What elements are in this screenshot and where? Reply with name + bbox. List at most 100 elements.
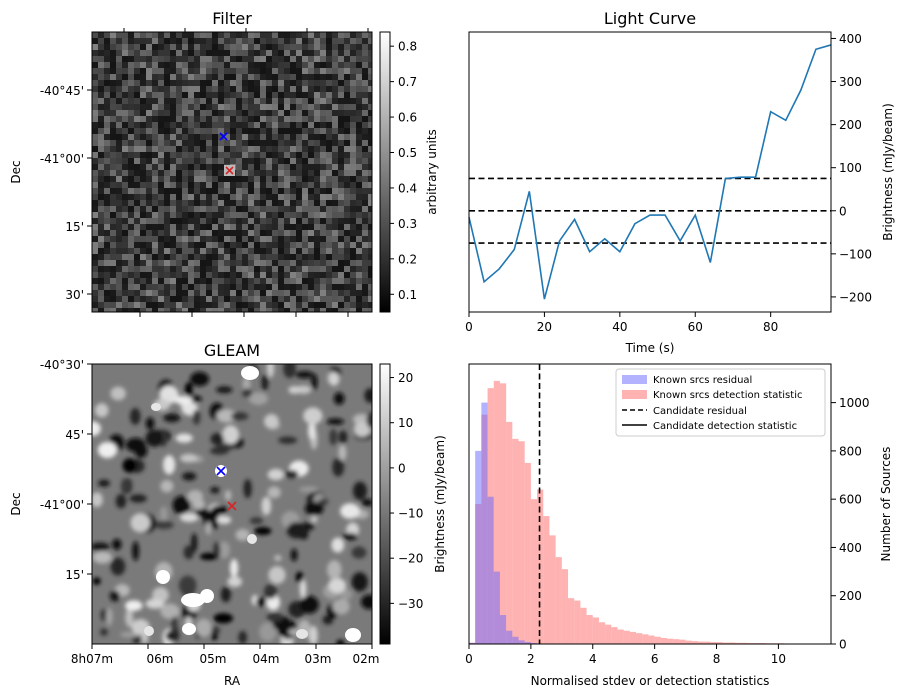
- filter-pixel: [242, 278, 248, 284]
- filter-pixel: [104, 158, 110, 164]
- filter-pixel: [248, 92, 254, 98]
- filter-pixel: [350, 56, 356, 62]
- filter-pixel: [338, 254, 344, 260]
- filter-pixel: [338, 56, 344, 62]
- filter-pixel: [110, 44, 116, 50]
- filter-pixel: [302, 182, 308, 188]
- histogram-bar: [469, 642, 476, 644]
- filter-pixel: [260, 224, 266, 230]
- filter-pixel: [188, 230, 194, 236]
- gleam-texture-blob: [115, 494, 127, 509]
- filter-pixel: [206, 290, 212, 296]
- filter-pixel: [128, 98, 134, 104]
- filter-pixel: [290, 212, 296, 218]
- filter-pixel: [134, 74, 140, 80]
- filter-pixel: [116, 212, 122, 218]
- filter-pixel: [296, 176, 302, 182]
- filter-pixel: [248, 278, 254, 284]
- filter-pixel: [350, 308, 356, 312]
- filter-pixel: [110, 116, 116, 122]
- filter-pixel: [110, 98, 116, 104]
- filter-pixel: [224, 140, 230, 146]
- filter-pixel: [212, 278, 218, 284]
- filter-pixel: [128, 68, 134, 74]
- filter-pixel: [236, 56, 242, 62]
- filter-pixel: [296, 248, 302, 254]
- filter-pixel: [170, 200, 176, 206]
- filter-pixel: [314, 62, 320, 68]
- filter-pixel: [326, 182, 332, 188]
- filter-pixel: [176, 182, 182, 188]
- filter-pixel: [146, 128, 152, 134]
- filter-pixel: [146, 98, 152, 104]
- filter-pixel: [338, 74, 344, 80]
- gleam-texture-blob: [92, 421, 101, 436]
- filter-pixel: [176, 146, 182, 152]
- filter-pixel: [368, 68, 372, 74]
- filter-pixel: [170, 260, 176, 266]
- filter-pixel: [134, 206, 140, 212]
- filter-pixel: [260, 152, 266, 158]
- histogram-bar: [580, 607, 587, 644]
- filter-pixel: [98, 266, 104, 272]
- filter-pixel: [152, 176, 158, 182]
- filter-pixel: [98, 230, 104, 236]
- filter-pixel: [92, 266, 98, 272]
- filter-pixel: [170, 278, 176, 284]
- gleam-texture-blob: [145, 429, 164, 447]
- filter-pixel: [320, 104, 326, 110]
- filter-pixel: [218, 170, 224, 176]
- filter-pixel: [344, 62, 350, 68]
- filter-pixel: [92, 290, 98, 296]
- gleam-texture-blob: [351, 546, 367, 559]
- filter-pixel: [248, 182, 254, 188]
- filter-pixel: [368, 74, 372, 80]
- filter-pixel: [98, 122, 104, 128]
- filter-pixel: [188, 206, 194, 212]
- filter-pixel: [104, 122, 110, 128]
- filter-pixel: [350, 92, 356, 98]
- filter-pixel: [92, 176, 98, 182]
- filter-pixel: [248, 38, 254, 44]
- filter-pixel: [284, 182, 290, 188]
- filter-pixel: [332, 308, 338, 312]
- filter-pixel: [242, 80, 248, 86]
- filter-pixel: [218, 164, 224, 170]
- filter-pixel: [152, 236, 158, 242]
- filter-pixel: [98, 164, 104, 170]
- filter-pixel: [92, 86, 98, 92]
- filter-pixel: [254, 38, 260, 44]
- filter-pixel: [206, 254, 212, 260]
- filter-pixel: [158, 74, 164, 80]
- filter-pixel: [98, 260, 104, 266]
- filter-pixel: [296, 254, 302, 260]
- filter-pixel: [122, 128, 128, 134]
- filter-pixel: [332, 266, 338, 272]
- filter-pixel: [212, 242, 218, 248]
- filter-pixel: [236, 32, 242, 38]
- gleam-texture-blob: [364, 388, 372, 403]
- filter-pixel: [302, 98, 308, 104]
- filter-pixel: [260, 200, 266, 206]
- filter-pixel: [236, 86, 242, 92]
- filter-pixel: [116, 44, 122, 50]
- filter-pixel: [194, 212, 200, 218]
- gleam-texture-blob: [299, 595, 319, 614]
- filter-pixel: [320, 272, 326, 278]
- gleam-texture-blob: [310, 515, 318, 523]
- filter-pixel: [266, 284, 272, 290]
- filter-pixel: [260, 182, 266, 188]
- filter-pixel: [134, 38, 140, 44]
- gleam-texture-blob: [110, 386, 126, 401]
- filter-pixel: [356, 290, 362, 296]
- filter-pixel: [332, 254, 338, 260]
- filter-pixel: [146, 86, 152, 92]
- colorbar-tick-label: 20: [398, 371, 413, 385]
- filter-pixel: [308, 164, 314, 170]
- filter-pixel: [326, 152, 332, 158]
- filter-pixel: [368, 98, 372, 104]
- filter-pixel: [104, 110, 110, 116]
- filter-pixel: [230, 122, 236, 128]
- filter-pixel: [122, 266, 128, 272]
- filter-pixel: [242, 302, 248, 308]
